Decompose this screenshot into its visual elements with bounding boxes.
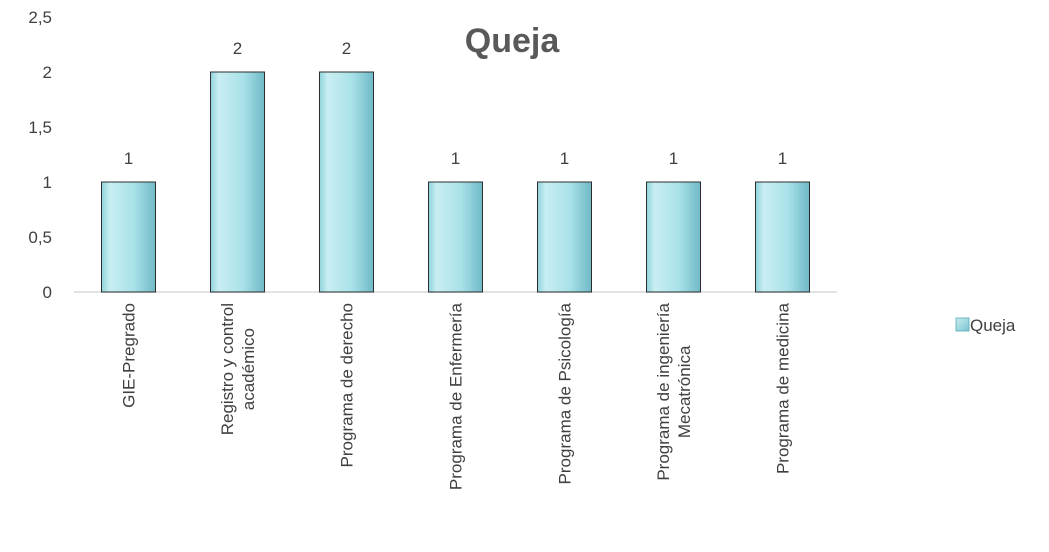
bar xyxy=(646,181,701,293)
y-tick-label: 1,5 xyxy=(28,118,52,137)
y-tick-label: 0,5 xyxy=(28,228,52,247)
bar xyxy=(537,181,592,293)
data-label: 1 xyxy=(124,149,133,168)
x-tick-label: Programa de ingeniería Mecatrónica xyxy=(654,302,694,480)
y-tick-label: 2,5 xyxy=(28,8,52,27)
x-tick-label-line: GIE-Pregrado xyxy=(120,303,139,408)
y-tick-label: 2 xyxy=(43,63,52,82)
bar xyxy=(210,71,265,293)
bar xyxy=(101,181,156,293)
legend-swatch xyxy=(955,317,970,332)
x-tick-label-line: Programa de ingeniería xyxy=(654,302,673,480)
bar xyxy=(428,181,483,293)
data-label: 1 xyxy=(669,149,678,168)
data-label: 1 xyxy=(778,149,787,168)
legend-label: Queja xyxy=(970,316,1016,335)
bar xyxy=(319,71,374,293)
x-tick-label: Registro y control académico xyxy=(218,303,258,435)
x-tick-label: Programa de Enfermería xyxy=(447,302,466,490)
x-tick-label: GIE-Pregrado xyxy=(120,303,139,408)
x-tick-label-line: Registro y control xyxy=(218,303,237,435)
y-tick-label: 0 xyxy=(43,283,52,302)
data-label: 1 xyxy=(560,149,569,168)
x-tick-label: Programa de Psicología xyxy=(556,302,575,484)
x-tick-label: Programa de medicina xyxy=(774,302,793,474)
x-tick-label-line: Programa de medicina xyxy=(774,302,793,474)
x-tick-label: Programa de derecho xyxy=(338,303,357,467)
chart-title: Queja xyxy=(465,22,561,60)
y-tick-label: 1 xyxy=(43,173,52,192)
data-label: 2 xyxy=(342,39,351,58)
x-tick-label-line: académico xyxy=(239,328,258,410)
data-label: 2 xyxy=(233,39,242,58)
bar xyxy=(755,181,810,293)
x-tick-label-line: Programa de Enfermería xyxy=(447,302,466,490)
x-tick-label-line: Programa de Psicología xyxy=(556,302,575,484)
x-tick-label-line: Programa de derecho xyxy=(338,303,357,467)
data-label: 1 xyxy=(451,149,460,168)
x-tick-label-line: Mecatrónica xyxy=(675,345,694,438)
